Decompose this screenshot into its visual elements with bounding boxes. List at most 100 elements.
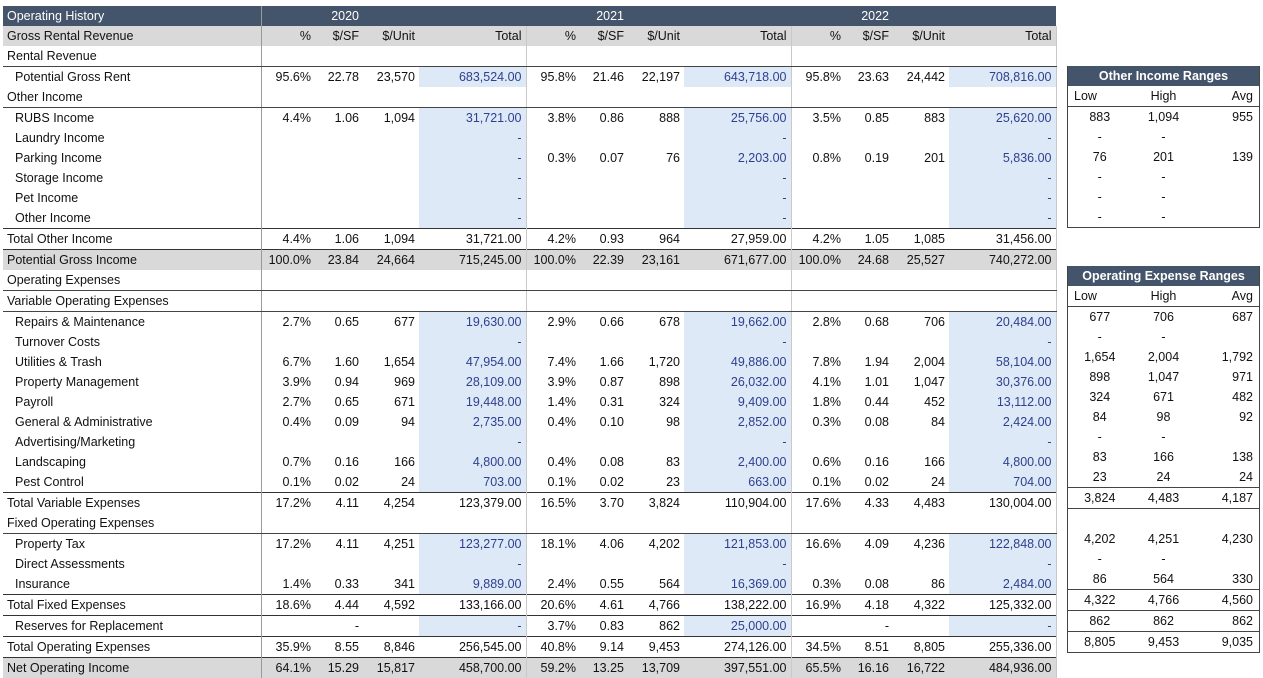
- pct-cell: 1.8%: [791, 392, 845, 412]
- unit-cell: 23,161: [628, 250, 684, 271]
- sf-cell: [315, 87, 363, 108]
- unit-cell: 1,047: [893, 372, 949, 392]
- unit-cell: 15,817: [363, 658, 419, 678]
- total-cell: 47,954.00: [419, 352, 526, 372]
- high-cell: 862: [1132, 611, 1196, 632]
- unit-cell: [893, 128, 949, 148]
- total-cell: [949, 46, 1056, 67]
- sf-cell: [580, 513, 628, 534]
- unit-cell: 1,720: [628, 352, 684, 372]
- year-header-2021: 2021: [580, 6, 628, 26]
- low-cell: 4,202: [1068, 529, 1132, 549]
- line-item-row: Turnover Costs---: [3, 332, 1056, 352]
- sect-row: Rental Revenue: [3, 46, 1056, 67]
- title-fill: [419, 6, 526, 26]
- total-cell: -: [949, 168, 1056, 188]
- high-cell: 4,251: [1132, 529, 1196, 549]
- total-cell: 58,104.00: [949, 352, 1056, 372]
- range-row: --: [1068, 127, 1260, 147]
- sf-cell: [315, 432, 363, 452]
- col-header-unit: $/Unit: [363, 26, 419, 46]
- sf-cell: [315, 168, 363, 188]
- total-cell: [419, 270, 526, 291]
- sf-cell: [315, 148, 363, 168]
- total-cell: -: [419, 554, 526, 574]
- pct-cell: 4.2%: [526, 229, 580, 250]
- total-cell: -: [419, 208, 526, 229]
- total-cell: 397,551.00: [684, 658, 791, 678]
- sf-cell: [315, 291, 363, 312]
- avg-cell: 862: [1196, 611, 1260, 632]
- total-cell: -: [949, 128, 1056, 148]
- high-cell: 201: [1132, 147, 1196, 167]
- avg-cell: [1196, 167, 1260, 187]
- unit-cell: 452: [893, 392, 949, 412]
- total-cell: [949, 87, 1056, 108]
- row-label: Payroll: [3, 392, 261, 412]
- sf-cell: 22.78: [315, 67, 363, 88]
- unit-cell: [628, 432, 684, 452]
- total-cell: 20,484.00: [949, 312, 1056, 333]
- pct-cell: 35.9%: [261, 637, 315, 658]
- sf-cell: 0.08: [845, 412, 893, 432]
- total-cell: -: [949, 208, 1056, 229]
- unit-cell: [363, 616, 419, 637]
- high-cell: 564: [1132, 569, 1196, 590]
- unit-cell: 23: [628, 472, 684, 493]
- pct-cell: 7.4%: [526, 352, 580, 372]
- sf-cell: 4.06: [580, 534, 628, 555]
- unit-cell: 1,085: [893, 229, 949, 250]
- total-cell: [949, 270, 1056, 291]
- total-cell: -: [419, 128, 526, 148]
- pct-cell: 0.4%: [261, 412, 315, 432]
- year-header-2022: 2022: [845, 6, 893, 26]
- unit-cell: 969: [363, 372, 419, 392]
- sf-cell: 0.02: [315, 472, 363, 493]
- low-cell: 84: [1068, 407, 1132, 427]
- low-cell: -: [1068, 167, 1132, 187]
- pct-cell: 20.6%: [526, 595, 580, 616]
- total-cell: -: [684, 208, 791, 229]
- unit-cell: 16,722: [893, 658, 949, 678]
- high-cell: 166: [1132, 447, 1196, 467]
- sf-cell: [580, 46, 628, 67]
- row-label: Potential Gross Rent: [3, 67, 261, 88]
- title-fill: [363, 6, 419, 26]
- row-label: RUBS Income: [3, 108, 261, 129]
- pct-cell: 0.3%: [526, 148, 580, 168]
- total-cell: [419, 46, 526, 67]
- total-cell: 26,032.00: [684, 372, 791, 392]
- pct-cell: [261, 128, 315, 148]
- pct-cell: [791, 46, 845, 67]
- row-label: Property Tax: [3, 534, 261, 555]
- sf-cell: [580, 128, 628, 148]
- sf-cell: [845, 168, 893, 188]
- avg-cell: 92: [1196, 407, 1260, 427]
- row-label: Insurance: [3, 574, 261, 595]
- avg-cell: 138: [1196, 447, 1260, 467]
- unit-cell: 671: [363, 392, 419, 412]
- unit-cell: [628, 513, 684, 534]
- pct-cell: [791, 128, 845, 148]
- pct-cell: 40.8%: [526, 637, 580, 658]
- year-header-2020: 2020: [315, 6, 363, 26]
- total-cell: -: [684, 168, 791, 188]
- line-item-row: Other Income---: [3, 208, 1056, 229]
- sf-cell: [580, 554, 628, 574]
- pct-cell: 1.4%: [261, 574, 315, 595]
- pct-cell: 0.8%: [791, 148, 845, 168]
- sf-cell: 16.16: [845, 658, 893, 678]
- total-cell: 19,448.00: [419, 392, 526, 412]
- total-cell: 740,272.00: [949, 250, 1056, 271]
- col-header-sf: $/SF: [580, 26, 628, 46]
- high-cell: -: [1132, 207, 1196, 228]
- low-cell: 324: [1068, 387, 1132, 407]
- pct-cell: [526, 208, 580, 229]
- sf-cell: [315, 208, 363, 229]
- sf-cell: 0.83: [580, 616, 628, 637]
- unit-cell: [893, 87, 949, 108]
